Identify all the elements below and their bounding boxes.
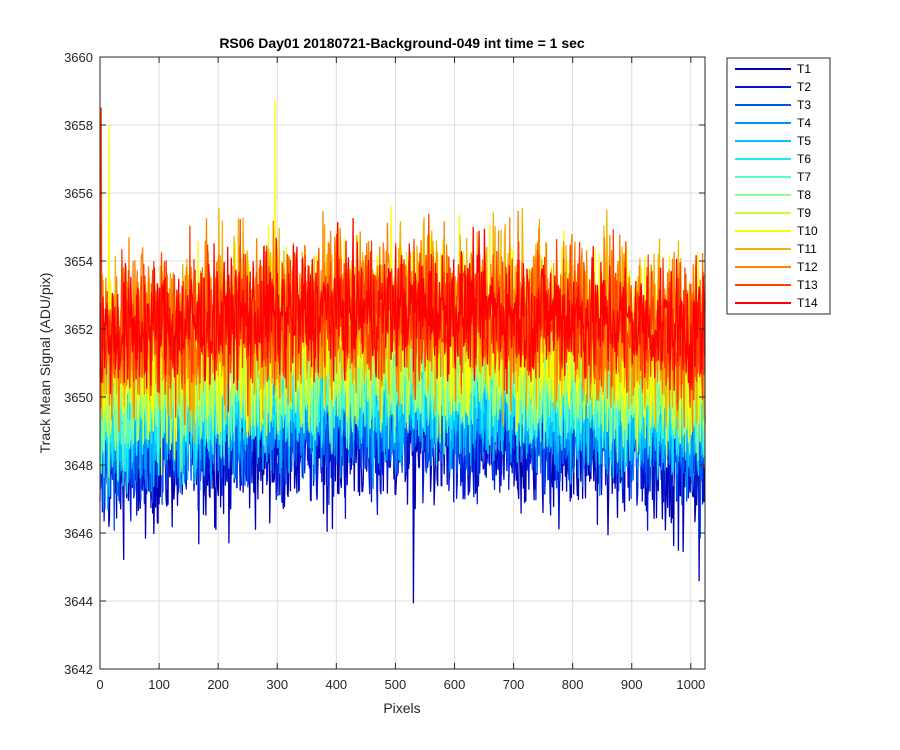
x-tick-label: 600 (444, 677, 466, 692)
y-tick-label: 3650 (64, 390, 93, 405)
legend-label-t7: T7 (797, 170, 811, 184)
y-tick-label: 3654 (64, 254, 93, 269)
x-tick-label: 500 (385, 677, 407, 692)
x-tick-label: 900 (621, 677, 643, 692)
legend-label-t13: T13 (797, 278, 818, 292)
x-tick-label: 400 (325, 677, 347, 692)
series-line-t14 (99, 217, 706, 413)
legend-label-t4: T4 (797, 116, 811, 130)
axes-box (99, 56, 706, 670)
y-tick-label: 3644 (64, 594, 93, 609)
y-tick-label: 3656 (64, 186, 93, 201)
legend: T1 T2 T3 T4 T5 T6 T7 T8 T9 T10 T11 T12 T13 T14 (726, 57, 831, 315)
x-tick-label: 0 (96, 677, 103, 692)
legend-label-t5: T5 (797, 134, 811, 148)
legend-label-t6: T6 (797, 152, 811, 166)
x-axis-label: Pixels (383, 700, 420, 716)
y-tick-label: 3660 (64, 50, 93, 65)
x-tick-label: 300 (266, 677, 288, 692)
legend-label-t8: T8 (797, 188, 811, 202)
x-tick-label: 1000 (676, 677, 705, 692)
y-tick-label: 3646 (64, 526, 93, 541)
legend-label-t1: T1 (797, 62, 811, 76)
legend-label-t10: T10 (797, 224, 818, 238)
x-tick-label: 100 (148, 677, 170, 692)
legend-label-t14: T14 (797, 296, 818, 310)
x-tick-label: 200 (207, 677, 229, 692)
chart-title: RS06 Day01 20180721-Background-049 int t… (219, 35, 585, 51)
x-tick-label: 700 (503, 677, 525, 692)
legend-label-t12: T12 (797, 260, 818, 274)
legend-label-t3: T3 (797, 98, 811, 112)
axes: 0 100 200 300 400 500 600 700 800 900 1000 3642 3644… (64, 50, 706, 692)
x-tick-label: 800 (562, 677, 584, 692)
legend-box (726, 57, 831, 315)
y-tick-label: 3648 (64, 458, 93, 473)
legend-label-t2: T2 (797, 80, 811, 94)
series-lines (99, 100, 706, 604)
legend-label-t11: T11 (797, 242, 817, 256)
y-tick-label: 3642 (64, 662, 93, 677)
y-tick-label: 3652 (64, 322, 93, 337)
legend-label-t9: T9 (797, 206, 811, 220)
y-tick-label: 3658 (64, 118, 93, 133)
y-axis-label: Track Mean Signal (ADU/pix) (37, 273, 53, 454)
